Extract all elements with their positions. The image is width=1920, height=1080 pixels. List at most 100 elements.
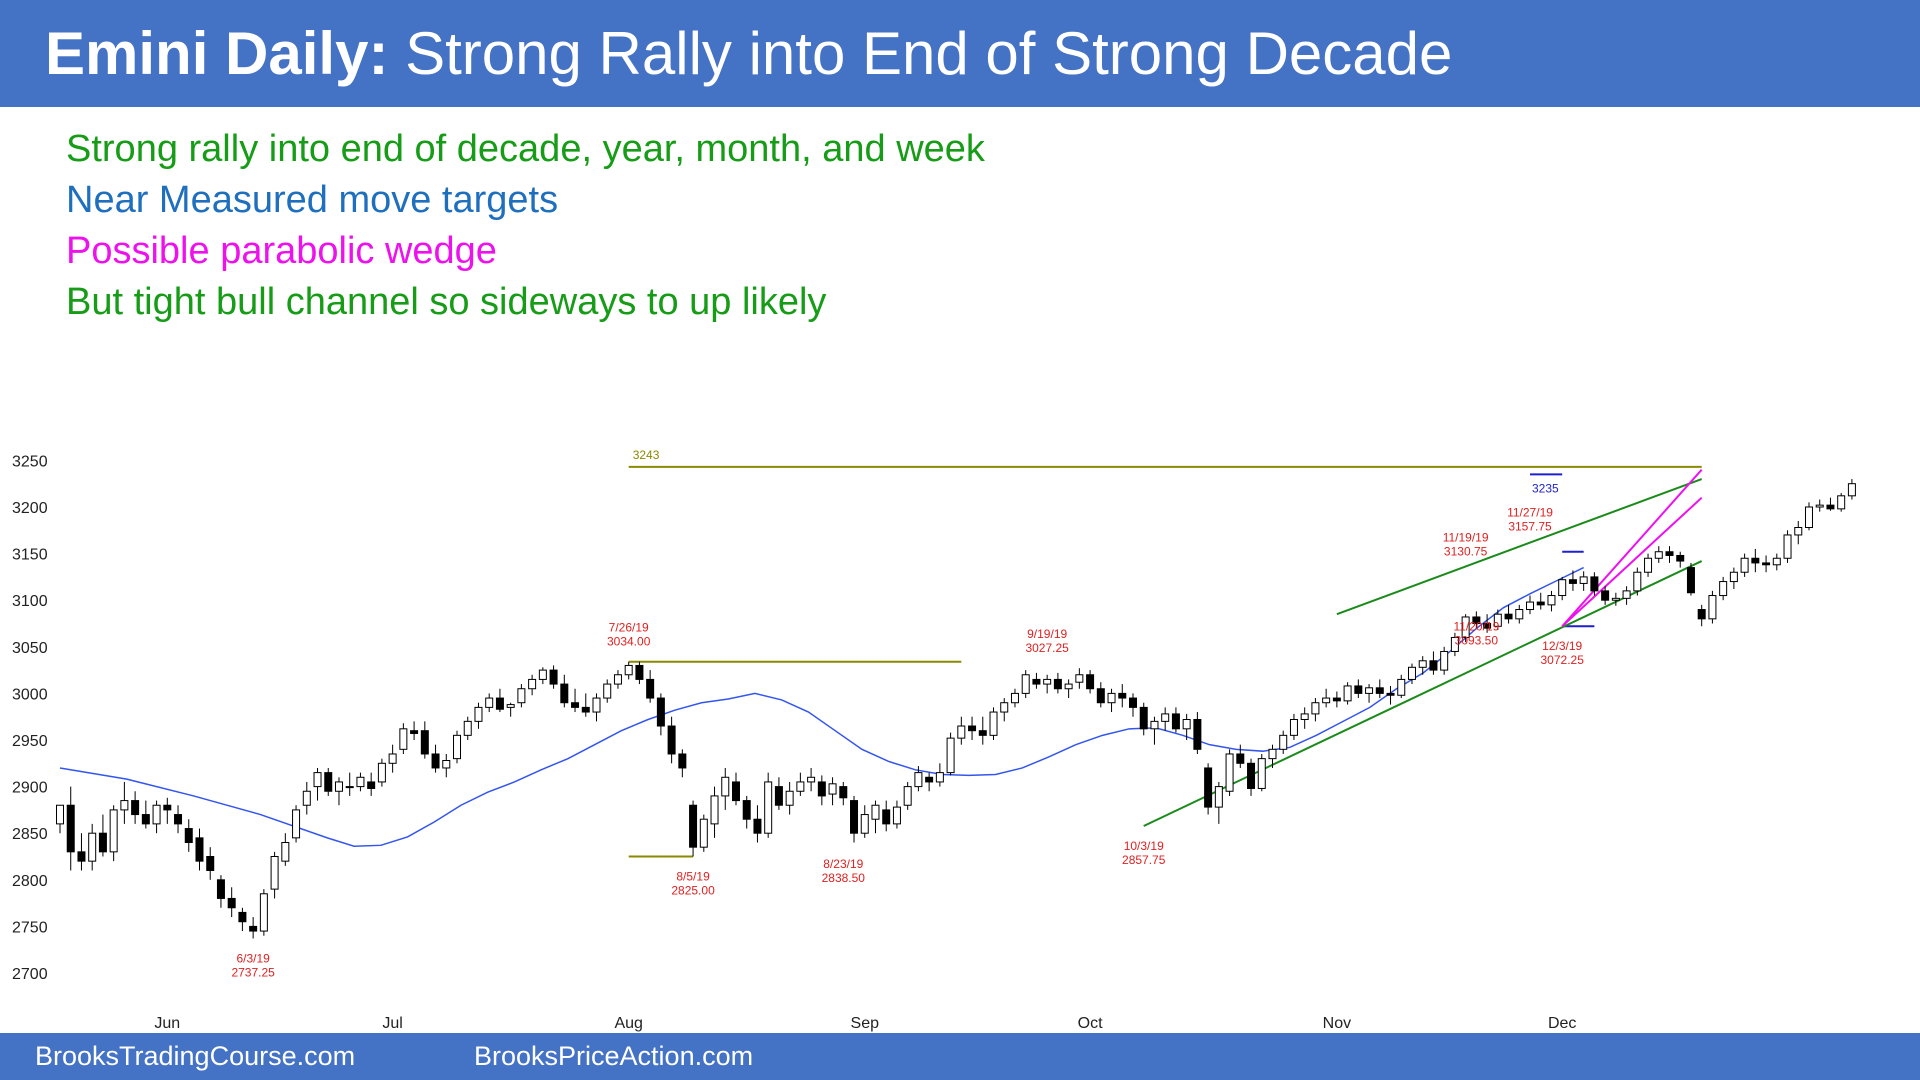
- candle-body: [1096, 688, 1105, 704]
- moving-average-line: [59, 566, 1584, 848]
- candle-body: [367, 781, 376, 789]
- candle-body: [1847, 483, 1856, 497]
- candle-body: [1053, 678, 1062, 690]
- candle-body: [313, 772, 322, 788]
- swing-point-value: 3072.25: [1541, 653, 1585, 667]
- candle-body: [281, 842, 290, 862]
- candle-body: [163, 804, 172, 811]
- candle-body: [474, 706, 483, 722]
- bullet-list: Strong rally into end of decade, year, m…: [66, 124, 985, 328]
- swing-point-value: 3157.75: [1508, 519, 1552, 533]
- candle-body: [1526, 601, 1535, 611]
- candle-body: [1150, 720, 1159, 730]
- x-tick-label: Jul: [382, 1015, 402, 1032]
- candle-body: [1279, 734, 1288, 750]
- swing-point-value: 3034.00: [607, 635, 651, 649]
- candle-body: [914, 772, 923, 788]
- candle-body: [796, 781, 805, 792]
- candle-body: [345, 786, 354, 789]
- candle-body: [98, 832, 107, 853]
- candle-body: [206, 856, 215, 871]
- candle-body: [292, 809, 301, 839]
- footer-link-brookspriceaction[interactable]: BrooksPriceAction.com: [474, 1041, 754, 1071]
- candle-body: [978, 730, 987, 736]
- candle-body: [66, 804, 75, 853]
- candle-body: [635, 664, 644, 680]
- candle-body: [1214, 786, 1223, 808]
- candle-body: [613, 674, 622, 685]
- candle-body: [592, 697, 601, 713]
- bullet-2: Near Measured move targets: [66, 179, 559, 221]
- candle-body: [1429, 660, 1438, 671]
- candle-body: [1740, 557, 1749, 573]
- swing-point-date: 12/3/19: [1542, 639, 1582, 653]
- candle-body: [1107, 692, 1116, 704]
- candle-body: [1472, 616, 1481, 625]
- candle-body: [989, 711, 998, 736]
- swing-point-date: 6/3/19: [236, 951, 270, 965]
- candle-body: [1719, 581, 1728, 597]
- candle-body: [1772, 557, 1781, 566]
- candle-body: [1665, 551, 1674, 556]
- candle-body: [538, 669, 547, 680]
- swing-point-date: 7/26/19: [609, 621, 649, 635]
- swing-point-date: 9/19/19: [1027, 627, 1067, 641]
- candle-body: [141, 814, 150, 825]
- slide-title: Emini Daily: Strong Rally into End of St…: [45, 14, 1452, 94]
- x-tick-label: Sep: [851, 1015, 880, 1032]
- candle-body: [1139, 706, 1148, 730]
- y-tick-label: 2800: [12, 873, 48, 890]
- candle-body: [77, 851, 86, 862]
- candle-body: [1354, 685, 1363, 694]
- candle-body: [399, 728, 408, 750]
- candle-body: [1783, 534, 1792, 559]
- candle-body: [667, 725, 676, 755]
- candle-body: [1697, 609, 1706, 620]
- candle-body: [1515, 609, 1524, 620]
- candle-body: [839, 786, 848, 799]
- candle-body: [495, 697, 504, 710]
- swing-point-value: 2825.00: [671, 884, 715, 898]
- swing-point-date: 10/3/19: [1124, 839, 1164, 853]
- candle-body: [1418, 660, 1427, 668]
- candle-body: [88, 832, 97, 862]
- candle-body: [1804, 506, 1813, 529]
- candle-body: [420, 730, 429, 755]
- candle-body: [882, 809, 891, 825]
- y-tick-label: 3250: [12, 453, 48, 470]
- candle-body: [1247, 762, 1256, 789]
- candle-body: [227, 897, 236, 909]
- target-line-label: 3243: [633, 448, 660, 462]
- y-tick-label: 2900: [12, 780, 48, 797]
- candle-body: [1504, 613, 1513, 620]
- candle-body: [1686, 567, 1695, 594]
- candle-body: [1043, 678, 1052, 685]
- candle-body: [1536, 601, 1545, 606]
- footer-link-brookstradingcourse[interactable]: BrooksTradingCourse.com: [35, 1041, 356, 1071]
- candle-body: [174, 814, 183, 825]
- candle-body: [699, 818, 708, 848]
- candle-body: [131, 800, 140, 816]
- candle-body: [324, 772, 333, 792]
- candle-body: [968, 725, 977, 732]
- candle-body: [1010, 692, 1019, 704]
- candle-body: [1837, 495, 1846, 510]
- candle-body: [238, 911, 247, 923]
- candle-body: [1590, 576, 1599, 592]
- candle-body: [1386, 692, 1395, 696]
- candle-body: [1622, 590, 1631, 599]
- candle-body: [1129, 697, 1137, 708]
- candle-body: [1579, 576, 1588, 584]
- candle-body: [624, 664, 633, 676]
- target-line-label: 3235: [1532, 481, 1559, 495]
- candle-body: [528, 678, 537, 690]
- candle-body: [1558, 579, 1567, 597]
- candle-body: [1440, 650, 1449, 671]
- candle-body: [742, 800, 751, 820]
- candle-body: [1815, 504, 1824, 508]
- candle-body: [785, 790, 794, 806]
- candle-body: [1332, 697, 1341, 702]
- candle-body: [828, 783, 837, 795]
- candle-body: [120, 800, 129, 811]
- candle-body: [1161, 713, 1170, 722]
